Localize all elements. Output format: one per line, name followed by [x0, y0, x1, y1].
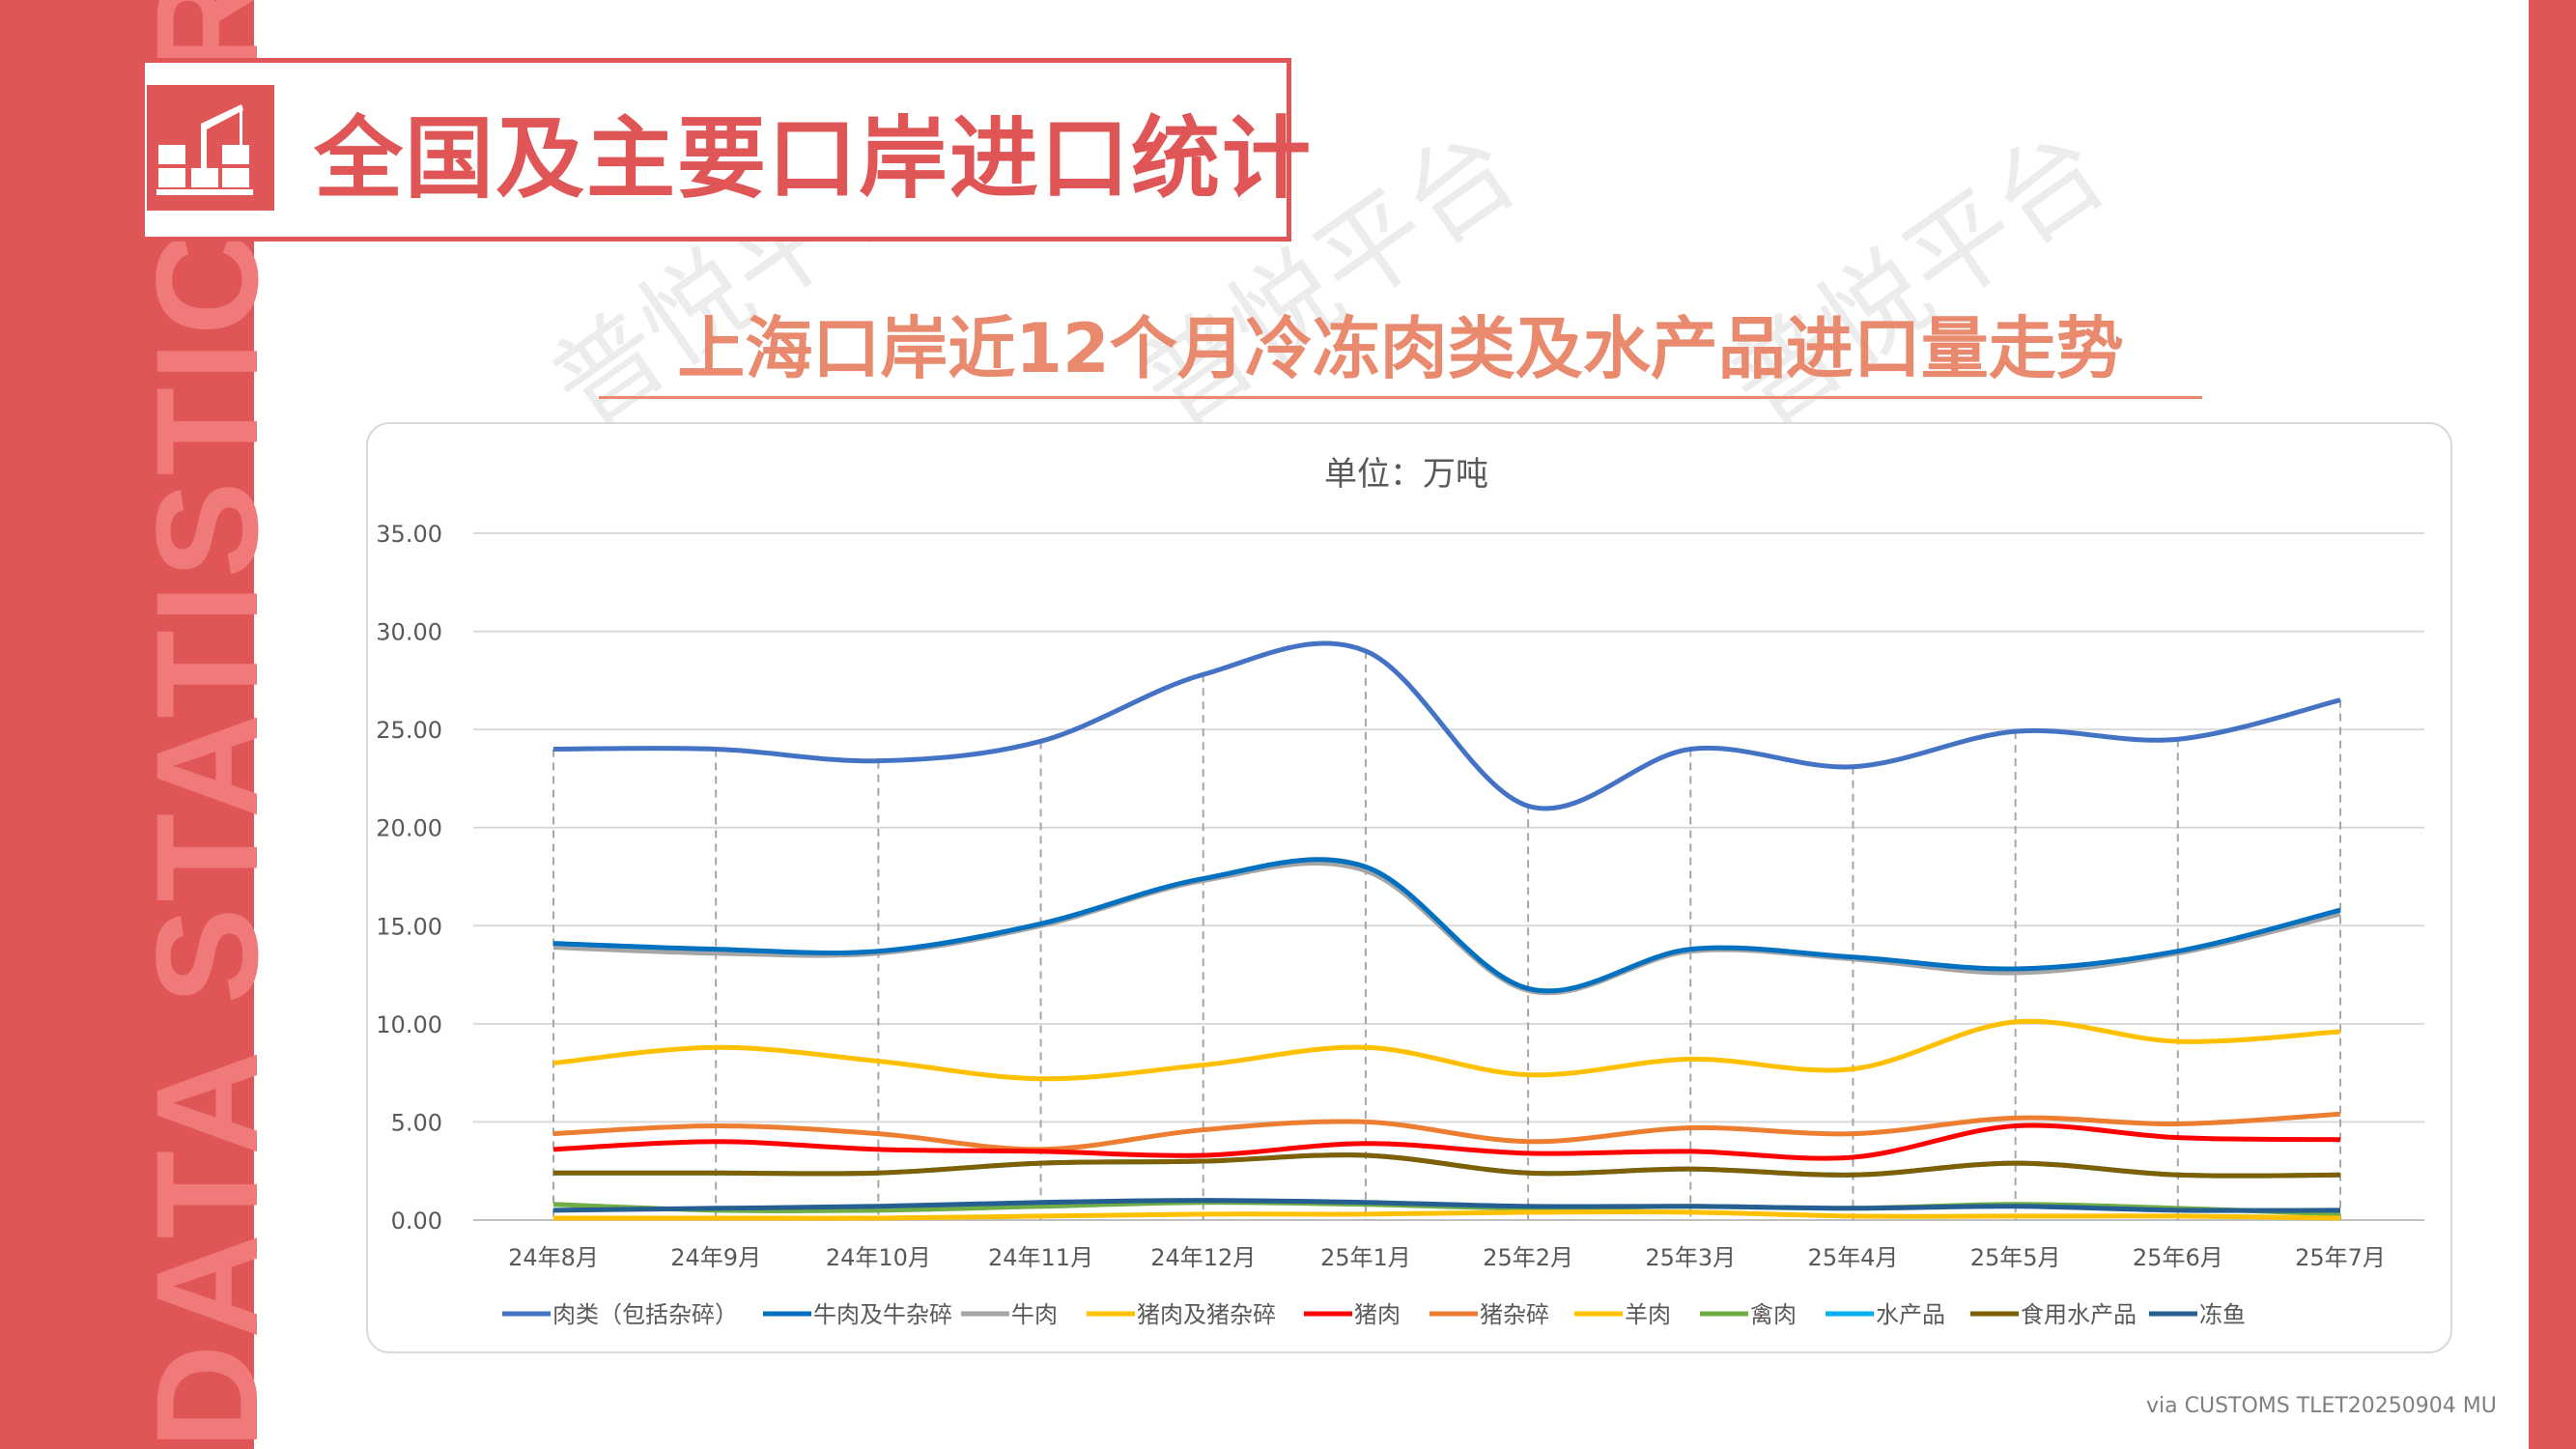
y-tick-label: 20.00	[376, 815, 442, 842]
chart-card	[366, 422, 2452, 1353]
x-tick-label: 25年6月	[2133, 1244, 2223, 1271]
x-tick-label: 25年7月	[2295, 1244, 2386, 1271]
legend-label: 猪杂碎	[1480, 1301, 1549, 1328]
x-tick-label: 25年2月	[1483, 1244, 1573, 1271]
source-note: via CUSTOMS TLET20250904 MU	[2146, 1394, 2497, 1418]
x-tick-label: 24年8月	[508, 1244, 599, 1271]
legend-label: 牛肉及牛杂碎	[813, 1301, 952, 1328]
left-decor-band: DATA STATISTICS REPORT	[0, 0, 288, 1449]
y-tick-label: 25.00	[376, 717, 442, 744]
series-line-5	[552, 1111, 2341, 1152]
page-title: 全国及主要口岸进口统计	[314, 107, 1314, 211]
x-tick-label: 24年9月	[670, 1244, 761, 1271]
series-line-1	[552, 857, 2341, 994]
chart-heading: 上海口岸近12个月冷冻肉类及水产品进口量走势	[599, 295, 2202, 399]
series-line-0	[552, 640, 2341, 811]
right-decor-band	[2529, 0, 2576, 1449]
x-tick-label: 24年12月	[1150, 1244, 1256, 1271]
y-tick-label: 10.00	[376, 1011, 442, 1038]
x-tick-label: 24年10月	[826, 1244, 931, 1271]
series-line-3	[552, 1018, 2341, 1082]
legend-label: 猪肉及猪杂碎	[1137, 1301, 1276, 1328]
y-tick-label: 0.00	[391, 1208, 442, 1235]
legend-label: 水产品	[1876, 1301, 1945, 1328]
x-tick-label: 25年3月	[1645, 1244, 1736, 1271]
series-line-10	[552, 1198, 2341, 1213]
x-tick-label: 24年11月	[988, 1244, 1093, 1271]
y-tick-label: 35.00	[376, 521, 442, 548]
y-tick-label: 30.00	[376, 619, 442, 646]
section-title-box	[140, 58, 1291, 242]
legend-label: 猪肉	[1354, 1301, 1401, 1328]
series-line-4	[552, 1122, 2341, 1161]
series-line-6	[553, 1208, 2341, 1221]
series-line-9	[552, 1152, 2341, 1179]
legend-label: 食用水产品	[2021, 1301, 2137, 1328]
legend-label: 牛肉	[1011, 1301, 1058, 1328]
x-tick-label: 25年5月	[1970, 1244, 2061, 1271]
y-tick-label: 5.00	[391, 1109, 442, 1136]
legend-label: 肉类（包括杂碎）	[552, 1301, 738, 1328]
legend-label: 羊肉	[1625, 1301, 1671, 1328]
port-crane-icon	[147, 85, 274, 211]
x-tick-label: 25年1月	[1320, 1244, 1411, 1271]
x-tick-label: 25年4月	[1808, 1244, 1899, 1271]
chart-unit-label: 单位：万吨	[1324, 455, 1488, 494]
y-tick-label: 15.00	[376, 913, 442, 940]
legend-label: 冻鱼	[2199, 1301, 2246, 1328]
legend-label: 禽肉	[1750, 1301, 1797, 1328]
